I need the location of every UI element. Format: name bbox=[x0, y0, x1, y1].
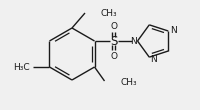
Text: N: N bbox=[169, 26, 176, 35]
Text: H₃C: H₃C bbox=[13, 62, 29, 72]
Text: CH₃: CH₃ bbox=[100, 8, 117, 17]
Text: N: N bbox=[150, 55, 156, 64]
Text: O: O bbox=[109, 51, 116, 61]
Text: CH₃: CH₃ bbox=[120, 78, 136, 86]
Text: N: N bbox=[129, 37, 136, 46]
Text: S: S bbox=[109, 35, 117, 48]
Text: O: O bbox=[109, 21, 116, 30]
